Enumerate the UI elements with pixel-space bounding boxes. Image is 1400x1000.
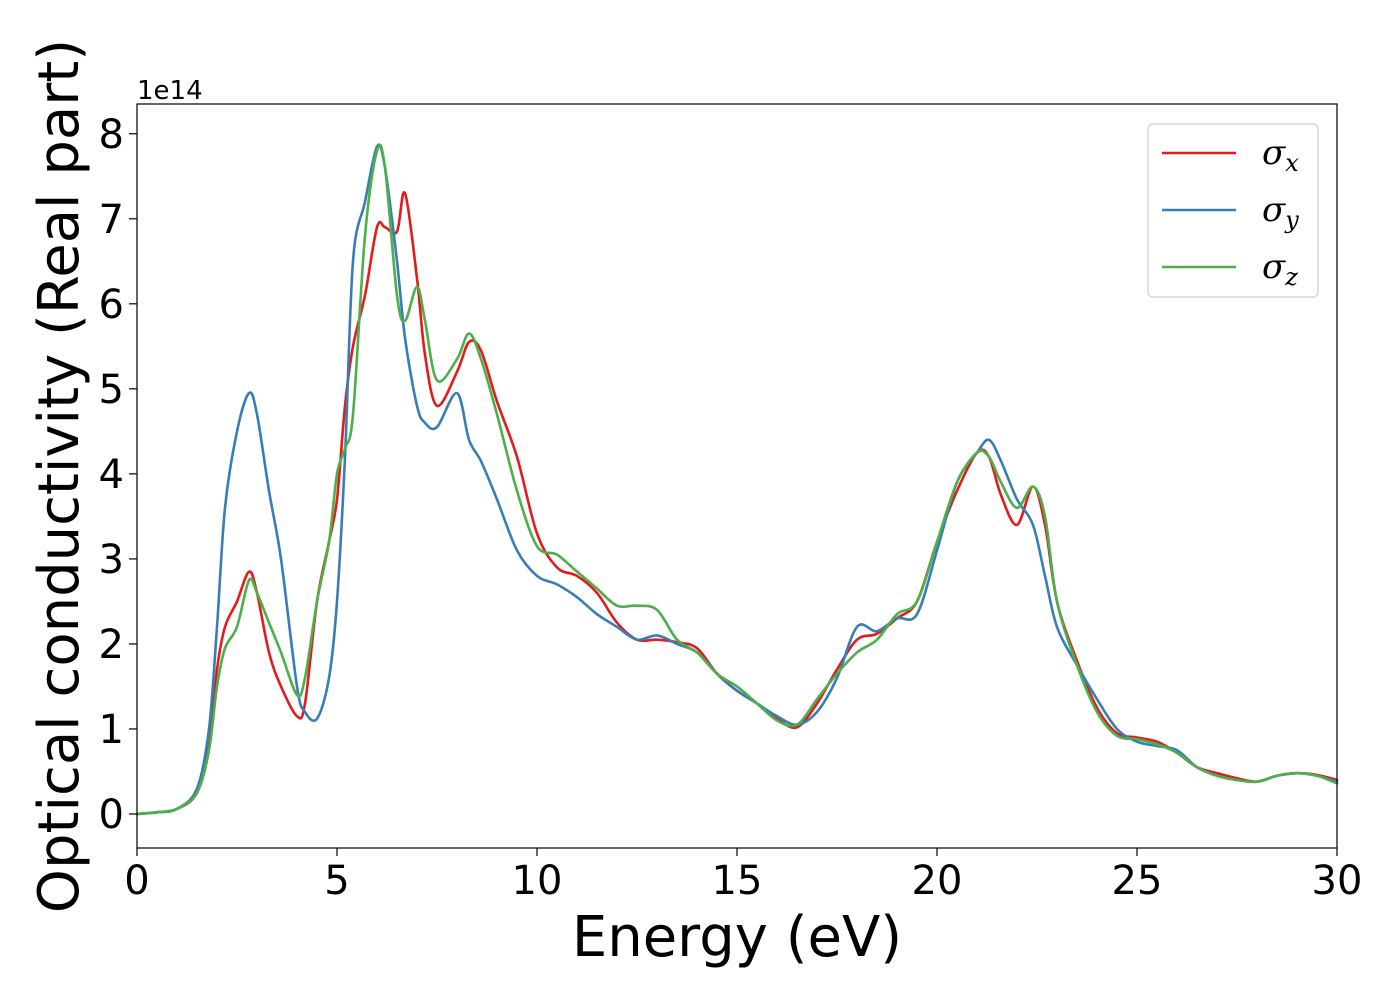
- y-tick-label: 7: [99, 197, 124, 243]
- legend-label-y: σy: [1262, 190, 1299, 234]
- y-tick-label: 2: [99, 622, 124, 668]
- y-tick-label: 6: [99, 282, 124, 328]
- y-axis-ticks: 0 1 2 3 4 5 6 7 8: [99, 112, 137, 838]
- x-tick-label: 15: [712, 858, 763, 904]
- legend: σx σy σz: [1147, 123, 1319, 298]
- x-tick-label: 30: [1312, 858, 1363, 904]
- x-tick-label: 10: [512, 858, 563, 904]
- y-axis-label: Optical conductivity (Real part): [27, 39, 92, 913]
- y-tick-label: 3: [99, 537, 124, 583]
- y-offset-label: 1e14: [137, 76, 203, 106]
- x-axis-ticks: 0 5 10 15 20 25 30: [124, 848, 1362, 904]
- series-line-z: [135, 143, 1339, 816]
- y-tick-label: 1: [99, 707, 124, 753]
- series-layer: [135, 143, 1339, 816]
- legend-label-z: σz: [1262, 247, 1298, 291]
- x-tick-label: 5: [324, 858, 349, 904]
- legend-label-x: σx: [1262, 133, 1299, 177]
- y-tick-label: 4: [99, 452, 124, 498]
- y-tick-label: 8: [99, 112, 124, 158]
- y-tick-label: 5: [99, 367, 124, 413]
- x-axis-label: Energy (eV): [572, 905, 902, 970]
- y-tick-label: 0: [99, 792, 124, 838]
- x-tick-label: 20: [912, 858, 963, 904]
- x-tick-label: 25: [1112, 858, 1163, 904]
- x-tick-label: 0: [124, 858, 149, 904]
